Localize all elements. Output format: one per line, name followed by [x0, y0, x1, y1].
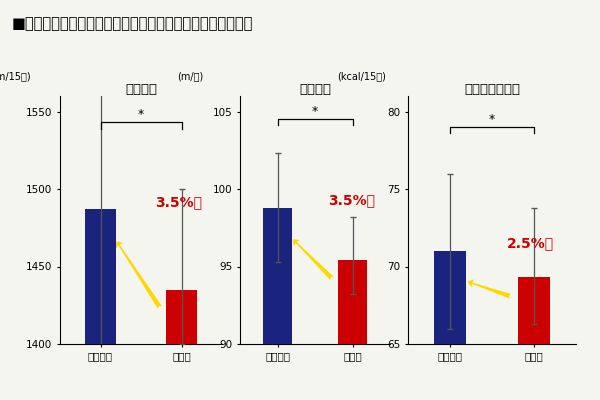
Text: ■中高年男性の歩行距離、歩行速度、カロリー消費量の変化: ■中高年男性の歩行距離、歩行速度、カロリー消費量の変化	[12, 16, 253, 31]
Bar	[338, 260, 367, 344]
Text: (m/15分): (m/15分)	[0, 71, 31, 81]
Text: *: *	[312, 105, 318, 118]
Text: *: *	[489, 113, 495, 126]
Bar	[434, 251, 466, 344]
Text: (m/分): (m/分)	[177, 71, 203, 81]
Title: 歩行速度: 歩行速度	[299, 83, 331, 96]
Text: 2.5%増: 2.5%増	[507, 236, 554, 250]
Bar	[85, 209, 116, 344]
Title: カロリー消費量: カロリー消費量	[464, 83, 520, 96]
Text: *: *	[138, 108, 144, 121]
Bar	[166, 290, 197, 344]
Text: 3.5%増: 3.5%増	[329, 193, 376, 207]
Text: 3.5%増: 3.5%増	[155, 195, 203, 209]
Text: (kcal/15分): (kcal/15分)	[337, 71, 386, 81]
Bar	[263, 208, 292, 344]
Bar	[518, 277, 550, 344]
Title: 歩行距離: 歩行距離	[125, 83, 157, 96]
